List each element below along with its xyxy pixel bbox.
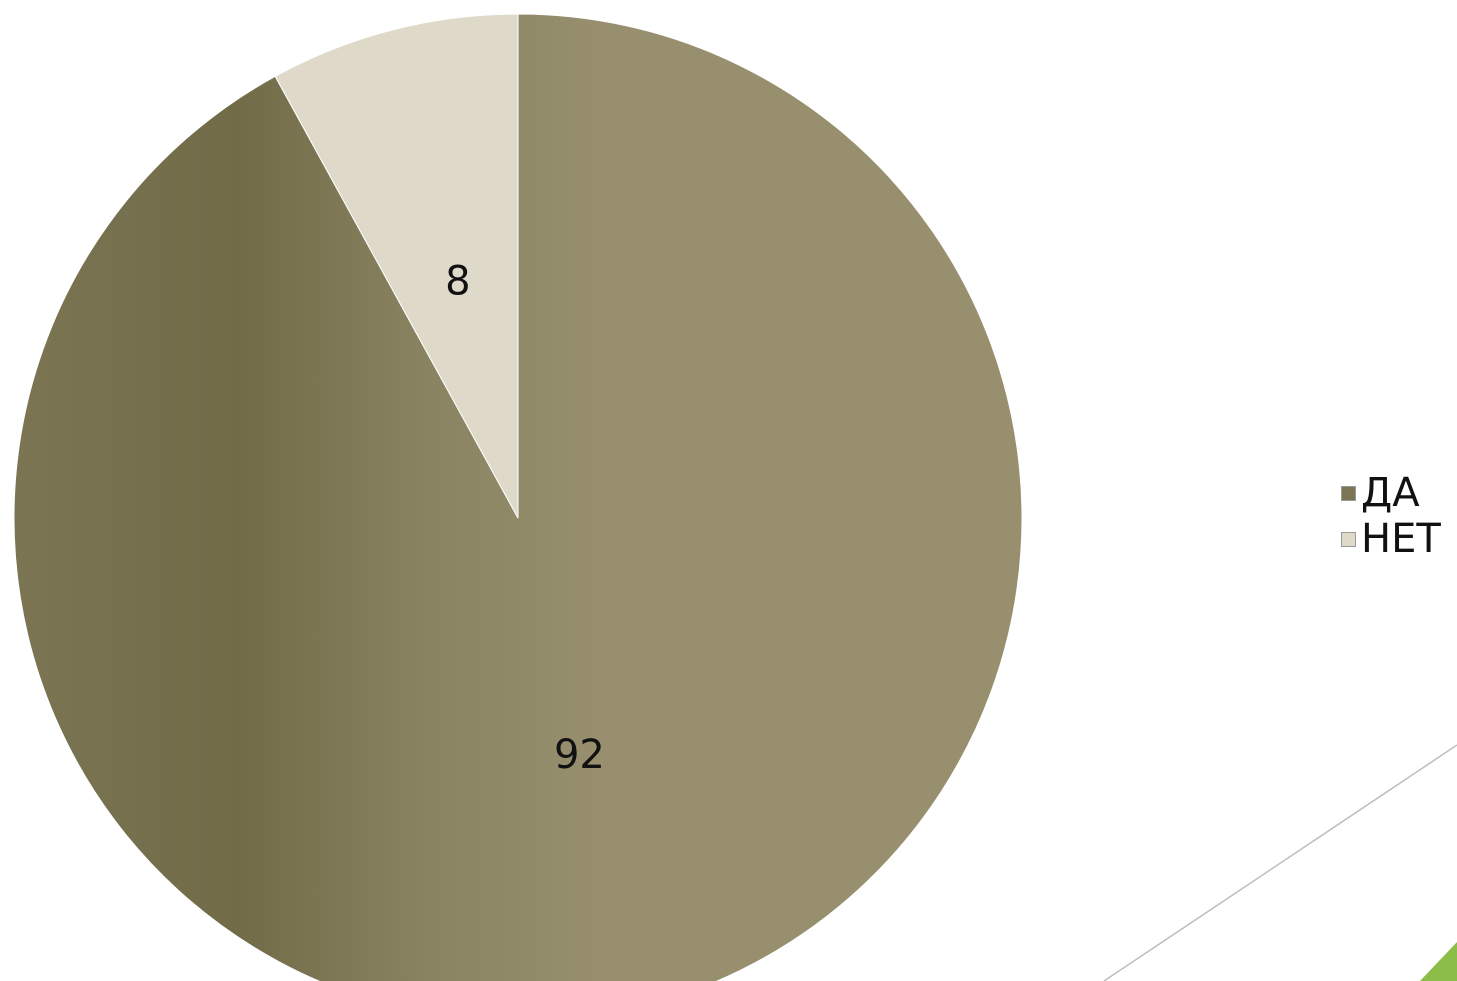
decorative-green-triangle bbox=[1420, 942, 1457, 981]
pie-slices bbox=[13, 13, 1023, 981]
legend-swatch-net bbox=[1341, 531, 1356, 547]
decorative-diagonal-line bbox=[1103, 744, 1457, 981]
data-label-net: 8 bbox=[445, 259, 470, 305]
slide-decoration bbox=[1103, 744, 1457, 981]
legend: ДА НЕТ bbox=[1341, 470, 1441, 562]
legend-label-net: НЕТ bbox=[1361, 516, 1441, 562]
pie-slice-da bbox=[13, 13, 1023, 981]
legend-label-da: ДА bbox=[1361, 470, 1420, 516]
data-label-da: 92 bbox=[554, 732, 605, 778]
pie-data-labels: 92 8 bbox=[445, 259, 605, 779]
pie-slice-net bbox=[274, 13, 519, 519]
legend-item-net: НЕТ bbox=[1341, 516, 1441, 562]
legend-swatch-da bbox=[1341, 485, 1356, 501]
legend-item-da: ДА bbox=[1341, 470, 1441, 516]
